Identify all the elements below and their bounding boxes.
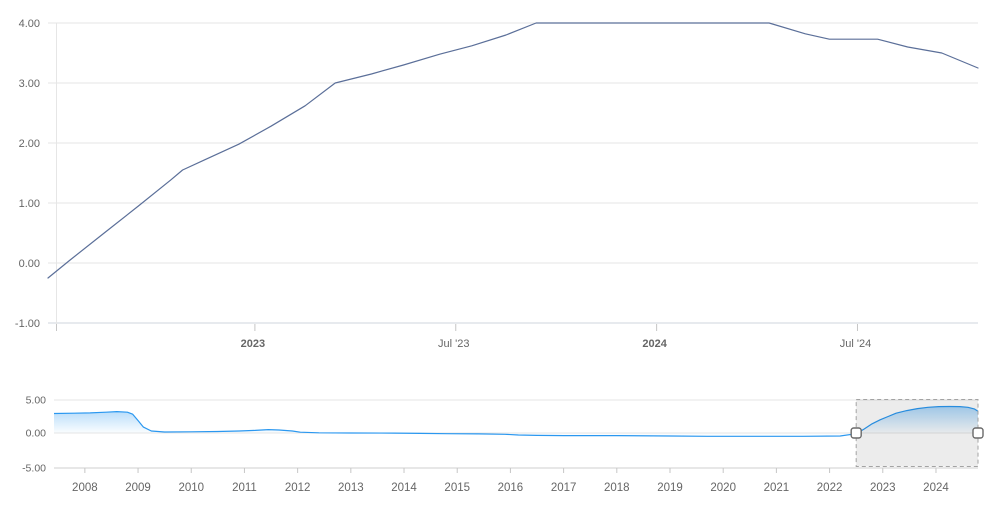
- navigator-x-axis-label: 2012: [285, 482, 311, 494]
- navigator-series-line: [53, 405, 979, 437]
- navigator-selected-range[interactable]: [855, 399, 979, 467]
- navigator-x-axis-label: 2009: [125, 482, 151, 494]
- main-y-axis-label: 1.00: [19, 198, 40, 210]
- navigator-x-axis-label: 2015: [444, 482, 470, 494]
- main-y-axis-label: 2.00: [19, 138, 40, 150]
- navigator-x-axis-label: 2016: [498, 482, 524, 494]
- main-x-axis-label: 2024: [642, 338, 667, 350]
- main-plot-area[interactable]: [48, 23, 978, 324]
- main-y-axis-label: 0.00: [19, 258, 40, 270]
- navigator-x-axis-label: 2014: [391, 482, 417, 494]
- navigator-x-axis-label: 2017: [551, 482, 577, 494]
- navigator-x-axis-label: 2023: [870, 482, 896, 494]
- navigator-y-axis-label: 0.00: [26, 428, 47, 440]
- navigator-y-axis-label: 5.00: [26, 395, 47, 407]
- navigator-x-axis-label: 2013: [338, 482, 364, 494]
- navigator-x-axis-label: 2024: [923, 482, 949, 494]
- navigator-x-axis-label: 2010: [178, 482, 204, 494]
- navigator-x-axis-label: 2011: [232, 482, 257, 494]
- main-x-axis-label: Jul '23: [438, 338, 469, 350]
- main-y-axis-label: -1.00: [15, 318, 40, 330]
- navigator-x-axis-label: 2018: [604, 482, 630, 494]
- navigator-x-axis-label: 2019: [657, 482, 683, 494]
- main-chart: 4.00 3.00 2.00 1.00 0.00 -1.00 2023 Jul '23 2024…: [15, 18, 979, 350]
- main-series-line: [47, 22, 979, 279]
- navigator: 5.00 0.00 -5.00 2008 2009 2010 2011 2012 2013 201…: [22, 395, 984, 494]
- navigator-handle-left[interactable]: [850, 427, 862, 439]
- navigator-y-axis-label: -5.00: [22, 463, 46, 475]
- navigator-x-axis-label: 2022: [817, 482, 843, 494]
- main-x-axis-label: 2023: [241, 338, 265, 350]
- navigator-x-axis-label: 2020: [710, 482, 736, 494]
- navigator-x-axis-label: 2021: [764, 482, 790, 494]
- main-y-axis-label: 4.00: [19, 18, 40, 30]
- navigator-handle-right[interactable]: [972, 427, 984, 439]
- main-y-axis-label: 3.00: [19, 78, 40, 90]
- navigator-x-axis-label: 2008: [72, 482, 98, 494]
- main-x-axis-label: Jul '24: [840, 338, 871, 350]
- navigator-track[interactable]: [54, 400, 978, 469]
